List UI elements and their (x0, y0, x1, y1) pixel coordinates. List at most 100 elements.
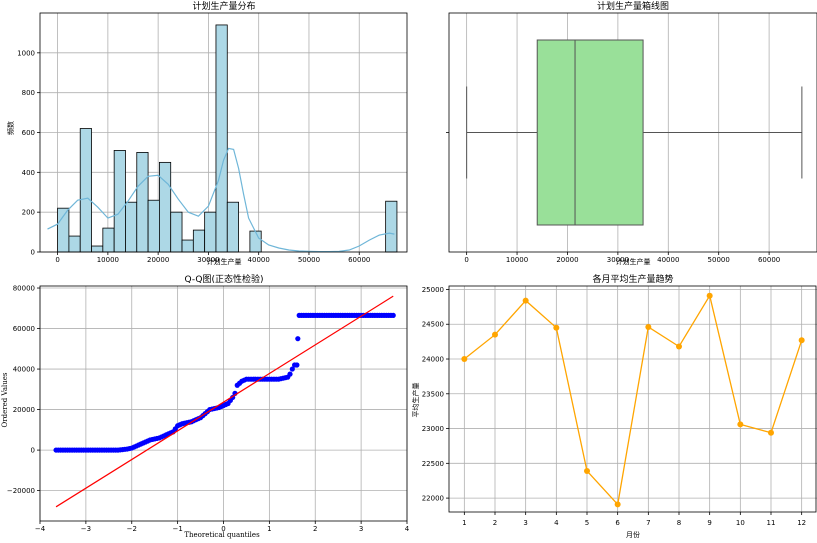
histogram-bar (181, 239, 194, 253)
histogram-title: 计划生产量分布 (192, 0, 255, 12)
trend-point (522, 297, 529, 304)
trend-ytick-label: 23500 (422, 390, 444, 398)
histogram-xtick-label: 50000 (298, 256, 320, 264)
trend-title: 各月平均生产量趋势 (592, 273, 673, 285)
trend-point (737, 421, 744, 428)
boxplot-box (536, 39, 644, 226)
qq-ytick-label: 60000 (13, 325, 35, 333)
boxplot-xtick-label: 50000 (708, 256, 730, 264)
boxplot-frame (448, 12, 817, 253)
trend-point (798, 337, 805, 344)
trend-xtick-label: 10 (736, 519, 745, 527)
histogram-xtick-label: 10000 (97, 256, 119, 264)
histogram-xtick-label: 30000 (197, 256, 219, 264)
histogram-xtick-label: 60000 (348, 256, 370, 264)
histogram-bar (385, 200, 398, 253)
trend-xtick-label: 4 (554, 519, 559, 527)
qq-xlabel: Theoretical quantiles (184, 531, 260, 539)
histogram-xtick-label: 40000 (248, 256, 270, 264)
histogram-bar (170, 211, 183, 253)
histogram-bar (79, 128, 92, 253)
qq-ytick-label: 80000 (13, 285, 35, 293)
trend-xtick-label: 1 (462, 519, 466, 527)
histogram-ylabel: 频数 (6, 121, 15, 135)
histogram-bar (113, 150, 126, 253)
histogram-bar (159, 161, 172, 253)
trend-point (706, 292, 713, 299)
histogram-xtick-label: 0 (55, 256, 59, 264)
qq-xtick-label: −2 (127, 525, 137, 533)
qq-fit-line (55, 295, 394, 508)
boxplot-title: 计划生产量箱线图 (597, 0, 669, 12)
histogram-bar (215, 24, 228, 253)
trend-xtick-label: 11 (767, 519, 776, 527)
histogram-frame (39, 12, 408, 253)
qq-point (390, 312, 396, 318)
boxplot-xtick-label: 0 (464, 256, 468, 264)
qq-frame (39, 285, 408, 522)
qq-xtick-label: −3 (81, 525, 91, 533)
histogram-ytick-label: 200 (22, 209, 35, 217)
trend-point (676, 343, 682, 350)
histogram-bar (125, 201, 138, 253)
histogram-ytick-label: 1000 (17, 49, 35, 57)
histogram-kde-line (47, 147, 395, 253)
qq-xtick-label: 2 (313, 525, 317, 533)
trend-point (768, 429, 774, 436)
trend-point (614, 501, 621, 508)
qq-point (294, 362, 300, 368)
trend-xtick-label: 5 (585, 519, 589, 527)
histogram-ytick-label: 0 (31, 249, 35, 257)
histogram-bar (57, 207, 70, 253)
qq-ytick-label: 0 (31, 447, 35, 455)
histogram-ytick-label: 400 (22, 169, 35, 177)
trend-xtick-label: 6 (615, 519, 620, 527)
histogram-bar (91, 245, 104, 253)
qq-xtick-label: 0 (221, 525, 225, 533)
trend-panel: 各月平均生产量趋势 月份 平均生产量 1 2 3 4 5 6 7 8 9 10 11 12220002… (411, 273, 817, 539)
qq-xtick-label: 1 (267, 525, 271, 533)
trend-xtick-label: 8 (677, 519, 681, 527)
histogram-bar (136, 152, 149, 253)
qq-ytick-label: 20000 (13, 406, 35, 414)
trend-point (461, 356, 468, 363)
trend-xlabel: 月份 (626, 530, 640, 539)
boxplot-xtick-label: 20000 (556, 256, 578, 264)
trend-line (463, 294, 803, 506)
boxplot-xtick-label: 30000 (607, 256, 629, 264)
trend-ytick-label: 22000 (422, 495, 444, 503)
histogram-panel: 计划生产量分布 计划生产量 频数 0 10000 20000 30000 40000 50… (6, 0, 408, 266)
boxplot-panel: 计划生产量箱线图 计划生产量 0 10000 20000 30000 40000 5000… (446, 0, 817, 266)
trend-xtick-label: 2 (493, 519, 497, 527)
trend-ytick-label: 24500 (422, 321, 444, 329)
histogram-xlabel: 计划生产量 (207, 257, 242, 266)
qq-xtick-label: 4 (405, 525, 410, 533)
trend-point (645, 324, 652, 331)
trend-point (584, 467, 590, 474)
qq-point (289, 366, 295, 372)
boxplot-xtick-label: 40000 (657, 256, 679, 264)
histogram-bar (102, 227, 115, 253)
histogram-bar (226, 201, 239, 253)
trend-xtick-label: 3 (523, 519, 527, 527)
qq-xtick-label: −4 (35, 525, 46, 533)
histogram-bar (249, 230, 262, 253)
trend-xtick-label: 7 (646, 519, 650, 527)
histogram-ytick-label: 800 (22, 89, 35, 97)
histogram-ytick-label: 600 (22, 129, 35, 137)
boxplot-xtick-label: 60000 (758, 256, 780, 264)
qq-point (287, 371, 293, 377)
histogram-bar (204, 211, 217, 253)
trend-point (553, 324, 560, 331)
trend-ylabel: 平均生产量 (411, 383, 420, 418)
qq-title: Q-Q图(正态性检验) (184, 273, 263, 285)
qq-ytick-label: 40000 (13, 366, 35, 374)
boxplot-xtick-label: 10000 (506, 256, 528, 264)
qq-panel: Q-Q图(正态性检验) Theoretical quantiles Ordere… (1, 273, 410, 539)
qq-point (295, 336, 301, 342)
histogram-bar (192, 229, 206, 253)
histogram-bar (147, 199, 160, 253)
trend-frame (448, 285, 817, 513)
qq-xtick-label: −1 (172, 525, 182, 533)
